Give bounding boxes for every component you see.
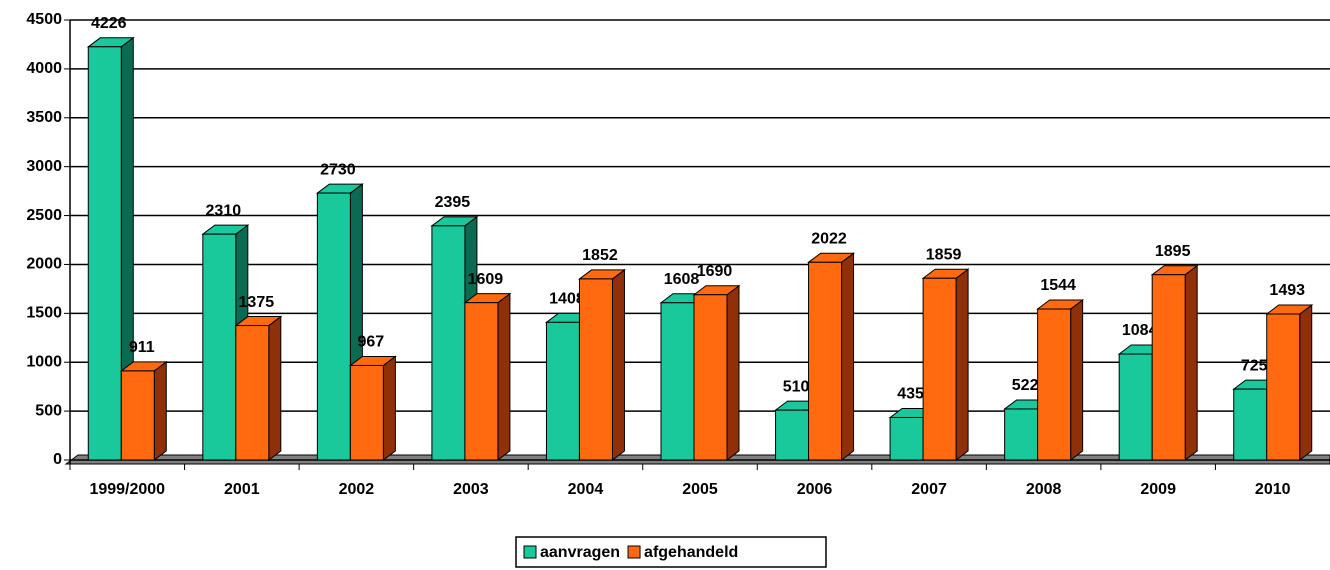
x-tick-label: 2009 <box>1140 481 1176 498</box>
y-tick-label: 4500 <box>26 11 62 28</box>
data-label: 4226 <box>91 15 127 32</box>
x-tick-label: 2010 <box>1255 481 1291 498</box>
y-tick-label: 1000 <box>26 353 62 370</box>
bar-side <box>268 315 282 461</box>
data-label: 967 <box>358 334 385 351</box>
data-label: 1084 <box>1122 322 1158 339</box>
data-label: 2310 <box>206 202 242 219</box>
data-label: 2730 <box>320 161 356 178</box>
bar <box>431 225 466 461</box>
data-label: 1609 <box>468 271 504 288</box>
bar <box>1266 313 1301 461</box>
bar-side <box>1070 299 1084 461</box>
y-tick-label: 0 <box>53 451 62 468</box>
bar <box>808 261 843 461</box>
bar <box>316 192 351 461</box>
y-tick-label: 4000 <box>26 60 62 77</box>
bar <box>775 409 810 461</box>
data-label: 725 <box>1241 357 1268 374</box>
data-label: 522 <box>1012 377 1039 394</box>
data-label: 2022 <box>811 231 847 248</box>
bar-side <box>1184 264 1198 461</box>
bar <box>578 278 613 461</box>
y-tick-label: 500 <box>35 402 62 419</box>
bar <box>1037 308 1072 461</box>
bar-side <box>841 252 855 461</box>
data-label: 1408 <box>549 291 585 308</box>
bar-side <box>153 360 167 461</box>
data-label: 911 <box>129 339 155 356</box>
bar <box>120 370 155 461</box>
data-label: 1608 <box>664 271 700 288</box>
x-tick-label: 2003 <box>453 481 489 498</box>
x-tick-label: 1999/2000 <box>89 481 165 498</box>
data-label: 1852 <box>582 247 618 264</box>
x-tick-label: 2007 <box>911 481 947 498</box>
bar-side <box>726 284 740 461</box>
legend-swatch <box>627 545 641 559</box>
bar-side <box>611 268 625 461</box>
bar-side <box>497 292 511 461</box>
bar <box>202 233 237 461</box>
legend-label: afgehandeld <box>644 544 738 561</box>
data-label: 435 <box>897 386 924 403</box>
data-label: 1375 <box>239 294 275 311</box>
bar <box>87 46 122 461</box>
x-tick-label: 2006 <box>797 481 833 498</box>
data-label: 1493 <box>1269 282 1305 299</box>
y-tick-label: 2000 <box>26 256 62 273</box>
x-tick-label: 2005 <box>682 481 718 498</box>
bar <box>1004 408 1039 461</box>
y-tick-label: 2500 <box>26 207 62 224</box>
bar <box>1118 353 1153 461</box>
data-label: 1895 <box>1155 243 1191 260</box>
bar <box>889 416 924 461</box>
bar <box>660 302 695 461</box>
bar-side <box>1299 304 1313 461</box>
bar <box>922 277 957 461</box>
y-tick-label: 1500 <box>26 305 62 322</box>
legend-label: aanvragen <box>540 544 620 561</box>
bar <box>1233 388 1268 461</box>
x-tick-label: 2002 <box>339 481 375 498</box>
data-label: 2395 <box>435 194 471 211</box>
bar <box>693 294 728 461</box>
bar-side <box>955 268 969 461</box>
x-tick-label: 2004 <box>568 481 604 498</box>
bar <box>349 364 384 461</box>
bar-side <box>382 355 396 461</box>
x-tick-label: 2001 <box>224 481 260 498</box>
data-label: 510 <box>783 378 810 395</box>
data-label: 1690 <box>697 263 733 280</box>
y-tick-label: 3500 <box>26 109 62 126</box>
y-tick-label: 3000 <box>26 158 62 175</box>
bar <box>464 302 499 461</box>
data-label: 1544 <box>1040 277 1076 294</box>
x-tick-label: 2008 <box>1026 481 1062 498</box>
data-label: 1859 <box>926 246 962 263</box>
bar <box>1151 274 1186 461</box>
legend-box <box>515 536 827 568</box>
bar <box>235 325 270 461</box>
bar <box>545 321 580 461</box>
legend-swatch <box>523 545 537 559</box>
